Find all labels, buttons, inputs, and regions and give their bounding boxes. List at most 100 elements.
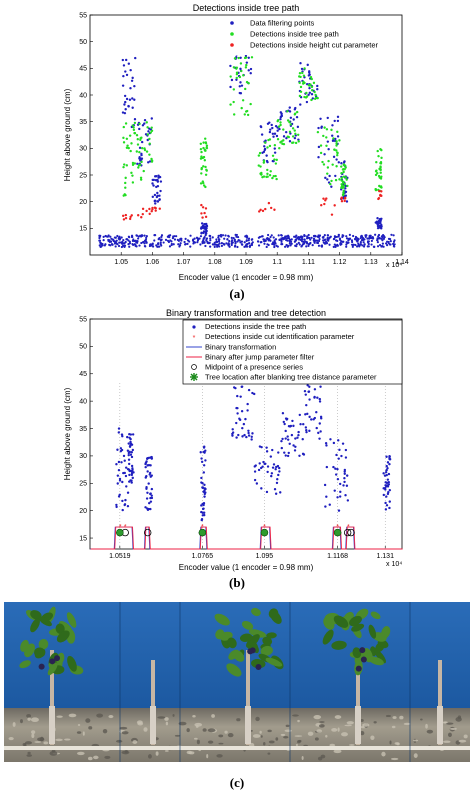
- data-point-tree-path: [345, 178, 348, 181]
- data-point-filtering: [260, 235, 263, 238]
- data-point-tree-path: [272, 175, 275, 178]
- data-point-filtering: [228, 239, 231, 243]
- data-point-detection: [204, 449, 207, 452]
- data-point-detection: [200, 504, 203, 507]
- stone: [420, 718, 423, 721]
- data-point-filtering: [184, 243, 187, 246]
- data-point-detection: [339, 490, 342, 494]
- data-point-filtering: [316, 239, 319, 242]
- data-point-filtering: [111, 243, 114, 246]
- data-point-tree-path: [297, 133, 300, 136]
- data-point-tree-path: [379, 177, 383, 180]
- data-point-detection: [261, 465, 264, 468]
- data-point-tree-path: [125, 146, 129, 149]
- data-point-filtering: [118, 235, 121, 238]
- data-point-filtering: [173, 235, 176, 238]
- stone: [121, 731, 129, 735]
- data-point-filtering: [382, 234, 385, 238]
- tree-leaf: [269, 610, 282, 624]
- data-point-tree-path: [143, 148, 147, 152]
- data-point-filtering: [265, 245, 268, 249]
- data-point-detection: [336, 467, 339, 471]
- data-point-detection: [308, 398, 311, 401]
- tree-trunk: [246, 650, 250, 745]
- data-point-detection: [293, 449, 297, 452]
- data-point-detection: [385, 473, 388, 477]
- data-point-tree-path: [148, 137, 151, 141]
- data-point-detection: [128, 473, 131, 477]
- data-point-filtering: [345, 200, 349, 203]
- data-point-tree-path: [299, 85, 303, 89]
- data-point-filtering: [284, 130, 288, 134]
- data-point-filtering: [328, 243, 331, 246]
- data-point-tree-path: [335, 144, 338, 147]
- data-point-filtering: [294, 235, 297, 239]
- tree-fruit: [359, 647, 366, 654]
- data-point-detection: [345, 474, 349, 477]
- data-point-filtering: [372, 237, 375, 240]
- data-point-filtering: [303, 234, 306, 237]
- data-point-filtering: [306, 242, 309, 245]
- data-point-filtering: [310, 93, 314, 96]
- data-point-tree-path: [146, 133, 150, 136]
- data-point-filtering: [175, 235, 178, 238]
- data-point-detection: [318, 400, 322, 403]
- data-point-filtering: [267, 239, 270, 242]
- data-point-filtering: [380, 235, 383, 238]
- stone: [119, 726, 128, 730]
- x-tick-label: 1.06: [146, 259, 160, 266]
- data-point-tree-path: [279, 121, 282, 124]
- data-point-filtering: [289, 116, 293, 119]
- data-point-filtering: [317, 239, 321, 243]
- stone: [218, 734, 224, 738]
- data-point-filtering: [299, 238, 302, 241]
- data-point-detection: [148, 501, 151, 505]
- data-point-filtering: [178, 245, 181, 248]
- data-point-detection: [201, 511, 204, 514]
- data-point-detection: [265, 446, 268, 449]
- data-point-filtering: [128, 245, 131, 248]
- data-point-detection: [253, 478, 257, 482]
- data-point-tree-path: [275, 158, 278, 162]
- data-point-filtering: [117, 244, 121, 248]
- chart-a: Detections inside tree path 15 20 25 30 35 40…: [63, 3, 409, 282]
- data-point-detection: [240, 385, 244, 388]
- y-tick-label: 55: [79, 316, 87, 323]
- data-point-detection: [291, 419, 294, 423]
- data-point-filtering: [301, 235, 304, 238]
- data-point-filtering: [368, 235, 371, 238]
- stone: [445, 722, 454, 725]
- x-tick-label: 1.1168: [327, 553, 348, 560]
- legend-b-tree-marker: [190, 373, 198, 381]
- data-point-tree-path: [204, 185, 207, 189]
- data-point-filtering: [347, 237, 350, 240]
- data-point-height-cut: [141, 212, 144, 216]
- data-point-filtering: [308, 86, 311, 90]
- data-point-detection: [385, 455, 388, 458]
- data-point-tree-path: [233, 57, 237, 60]
- data-point-detection: [241, 426, 244, 430]
- stone: [56, 715, 63, 718]
- tree-trunk-wrap: [245, 706, 251, 744]
- data-point-filtering: [272, 135, 275, 138]
- data-point-detection: [337, 509, 341, 512]
- data-point-tree-path: [124, 176, 127, 180]
- data-point-height-cut: [122, 218, 126, 221]
- data-point-filtering: [320, 244, 323, 248]
- data-point-detection: [243, 433, 246, 437]
- data-point-detection: [338, 448, 341, 452]
- data-point-tree-path: [325, 136, 328, 139]
- data-point-filtering: [226, 238, 229, 241]
- stone: [280, 733, 286, 736]
- data-point-filtering: [151, 182, 154, 185]
- data-point-tree-path: [257, 164, 260, 167]
- data-point-filtering: [293, 136, 297, 140]
- data-point-filtering: [258, 235, 262, 239]
- data-point-filtering: [149, 243, 152, 246]
- data-point-filtering: [133, 98, 136, 101]
- data-point-height-cut: [377, 197, 380, 201]
- data-point-filtering: [129, 87, 132, 90]
- data-point-height-cut: [136, 214, 140, 217]
- data-point-filtering: [344, 194, 348, 197]
- data-point-filtering: [135, 234, 139, 237]
